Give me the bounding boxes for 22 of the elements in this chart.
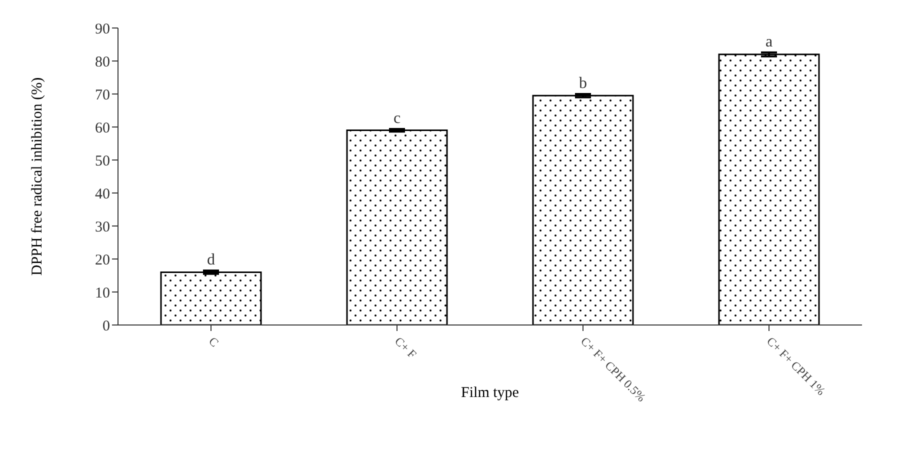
- y-tick-label: 40: [95, 186, 110, 202]
- annotation: d: [207, 252, 215, 269]
- y-tick-label: 10: [95, 285, 110, 302]
- y-tick-label: 70: [95, 87, 110, 104]
- y-tick-label: 30: [95, 219, 110, 236]
- y-tick-label: 0: [102, 318, 110, 334]
- y-tick-label: 80: [95, 54, 110, 70]
- x-tick-label: C+ F: [392, 334, 420, 362]
- annotation: c: [393, 110, 401, 127]
- annotation: a: [765, 33, 773, 50]
- y-tick-label: 20: [95, 252, 110, 268]
- bar: [532, 94, 634, 325]
- x-tick-label: C: [206, 334, 222, 350]
- x-axis-title: Film type: [461, 385, 520, 401]
- y-tick-label: 50: [95, 153, 110, 170]
- y-axis-title: DPPH free radical inhibition (%): [29, 77, 46, 276]
- bar: [718, 54, 820, 325]
- annotation: b: [579, 75, 587, 92]
- y-tick-label: 60: [95, 120, 110, 136]
- bar: [160, 271, 262, 325]
- y-tick-label: 90: [95, 21, 110, 38]
- bar: [346, 130, 448, 325]
